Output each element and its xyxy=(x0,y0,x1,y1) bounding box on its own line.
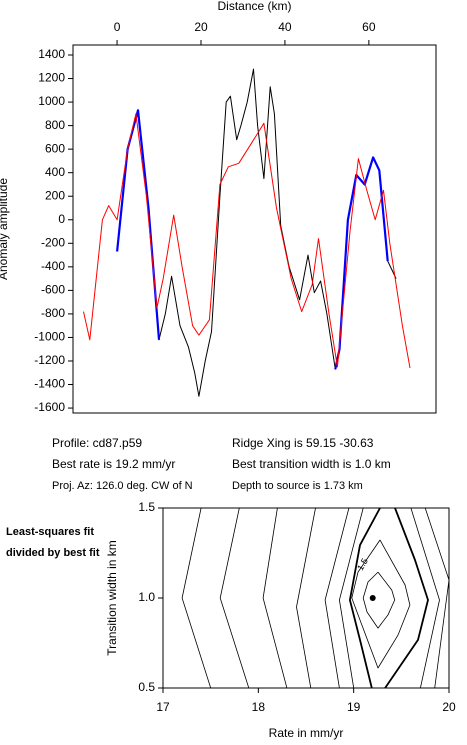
y-tick-label: 0.5 xyxy=(138,680,155,694)
annotation: Best rate is 19.2 mm/yr xyxy=(52,457,175,471)
contour-line xyxy=(384,508,429,688)
y-tick-label: 0 xyxy=(58,212,65,226)
x-tick-label: 40 xyxy=(278,20,292,34)
x-tick-label: 60 xyxy=(362,20,376,34)
x-axis-title: Distance (km) xyxy=(217,0,291,13)
y-tick-label: -1600 xyxy=(34,400,65,414)
y-tick-label: -400 xyxy=(41,259,65,273)
contour-line xyxy=(296,508,316,688)
y-tick-label: -800 xyxy=(41,306,65,320)
plot-area xyxy=(83,68,411,397)
data-line xyxy=(116,109,389,370)
contour-line xyxy=(410,508,440,688)
annotation: Depth to source is 1.73 km xyxy=(232,480,363,492)
data-line xyxy=(116,68,397,397)
x-tick-label: 17 xyxy=(156,700,170,714)
y-tick-label: 1.5 xyxy=(138,500,155,514)
y-tick-label: -600 xyxy=(41,283,65,297)
y-tick-label: 1000 xyxy=(38,94,65,108)
y-tick-label: 1400 xyxy=(38,47,65,61)
data-line xyxy=(83,113,411,369)
y-tick-label: -1000 xyxy=(34,330,65,344)
contour-line xyxy=(349,508,381,688)
contour-line xyxy=(351,539,411,669)
y-axis-title: Anomaly amplitude xyxy=(0,178,10,280)
contour-line xyxy=(262,508,288,688)
annotation: Proj. Az: 126.0 deg. CW of N xyxy=(52,480,193,492)
x-tick-label: 20 xyxy=(194,20,208,34)
y-tick-label: -1400 xyxy=(34,377,65,391)
contour-line xyxy=(424,508,449,688)
x-tick-label: 20 xyxy=(442,700,456,714)
contour-line xyxy=(362,571,396,629)
y-tick-label: 1200 xyxy=(38,71,65,85)
x-axis-title: Rate in mm/yr xyxy=(269,726,344,740)
y-tick-label: 200 xyxy=(45,188,65,202)
x-tick-label: 18 xyxy=(252,700,266,714)
y-tick-label: -200 xyxy=(41,235,65,249)
contour-line xyxy=(324,508,350,688)
plot-frame xyxy=(72,44,437,414)
best-fit-point xyxy=(369,595,376,601)
annotation: Best transition width is 1.0 km xyxy=(232,457,391,471)
contour-line xyxy=(339,508,364,688)
y-tick-label: 400 xyxy=(45,165,65,179)
chart-title: Least-squares fit divided by best fit xyxy=(6,526,100,559)
y-tick-label: -1200 xyxy=(34,353,65,367)
y-axis-title: Transition width in km xyxy=(105,540,119,656)
y-tick-label: 600 xyxy=(45,141,65,155)
x-tick-label: 19 xyxy=(347,700,361,714)
x-tick-label: 0 xyxy=(114,20,121,34)
annotation: Profile: cd87.p59 xyxy=(52,436,142,450)
plot-frame xyxy=(162,507,450,689)
annotation: Ridge Xing is 59.15 -30.63 xyxy=(232,436,374,450)
y-tick-label: 1.0 xyxy=(138,590,155,604)
contour-line xyxy=(219,508,250,688)
contour-line xyxy=(181,508,212,688)
plot-area: 1.5 xyxy=(181,508,449,688)
y-tick-label: 800 xyxy=(45,118,65,132)
